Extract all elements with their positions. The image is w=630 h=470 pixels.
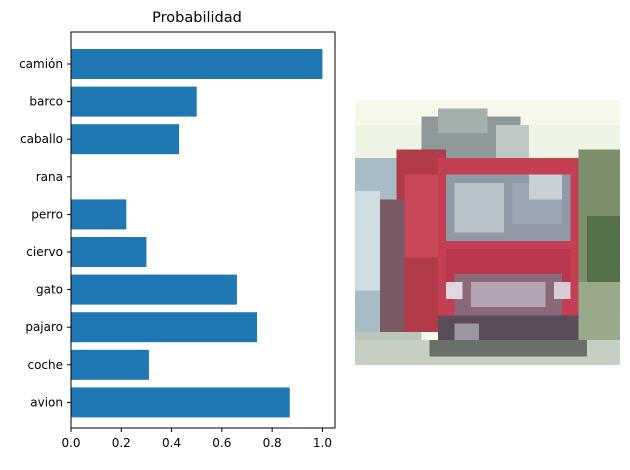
- bar-caballo: [71, 124, 180, 155]
- x-tick-label: 0.4: [162, 436, 181, 450]
- y-tick-label: pajaro: [25, 320, 63, 334]
- y-tick-label: ciervo: [26, 245, 63, 259]
- x-tick-label: 0.0: [61, 436, 80, 450]
- y-tick-label: rana: [36, 170, 63, 184]
- bars-group: [71, 49, 323, 418]
- x-tick-label: 1.0: [313, 436, 332, 450]
- y-tick-label: gato: [36, 283, 63, 297]
- bar-pajaro: [71, 312, 258, 343]
- bar-gato: [71, 274, 237, 305]
- axes-frame: [70, 31, 336, 429]
- chart-title: Probabilidad: [152, 10, 242, 26]
- x-axis-ticks: 0.0 0.2 0.4 0.6 0.8 1.0: [61, 428, 332, 450]
- bar-coche: [71, 349, 149, 380]
- x-tick-label: 0.2: [112, 436, 131, 450]
- y-tick-label: barco: [29, 95, 63, 109]
- y-tick-label: caballo: [20, 132, 63, 146]
- y-tick-label: perro: [31, 207, 63, 221]
- x-tick-label: 0.8: [263, 436, 282, 450]
- y-axis-ticks: camión barco caballo rana perro ciervo gato paj…: [19, 57, 71, 409]
- bar-ciervo: [71, 237, 147, 267]
- bar-perro: [71, 199, 127, 230]
- y-tick-label: coche: [27, 358, 63, 372]
- y-tick-label: avion: [30, 395, 63, 409]
- truck-thumbnail-image: [355, 100, 620, 365]
- bar-barco: [71, 86, 197, 117]
- bar-camión: [71, 49, 323, 79]
- bar-avion: [71, 387, 290, 418]
- y-tick-label: camión: [19, 57, 63, 71]
- x-tick-label: 0.6: [212, 436, 231, 450]
